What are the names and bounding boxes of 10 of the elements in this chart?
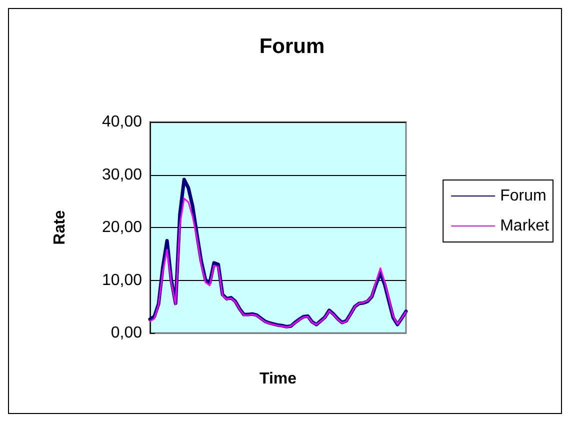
legend-label: Market — [500, 218, 550, 234]
y-tick-label: 10,00 — [102, 272, 142, 289]
y-axis-title: Rate — [52, 210, 68, 245]
y-tick-label: 20,00 — [102, 219, 142, 236]
x-axis-title: Time — [259, 370, 297, 388]
chart-title: Forum — [259, 35, 325, 58]
y-tick-label: 0,00 — [110, 324, 142, 342]
legend-label: Forum — [500, 188, 546, 204]
y-tick-label: 40,00 — [102, 114, 142, 130]
y-tick-label: 30,00 — [102, 166, 142, 184]
